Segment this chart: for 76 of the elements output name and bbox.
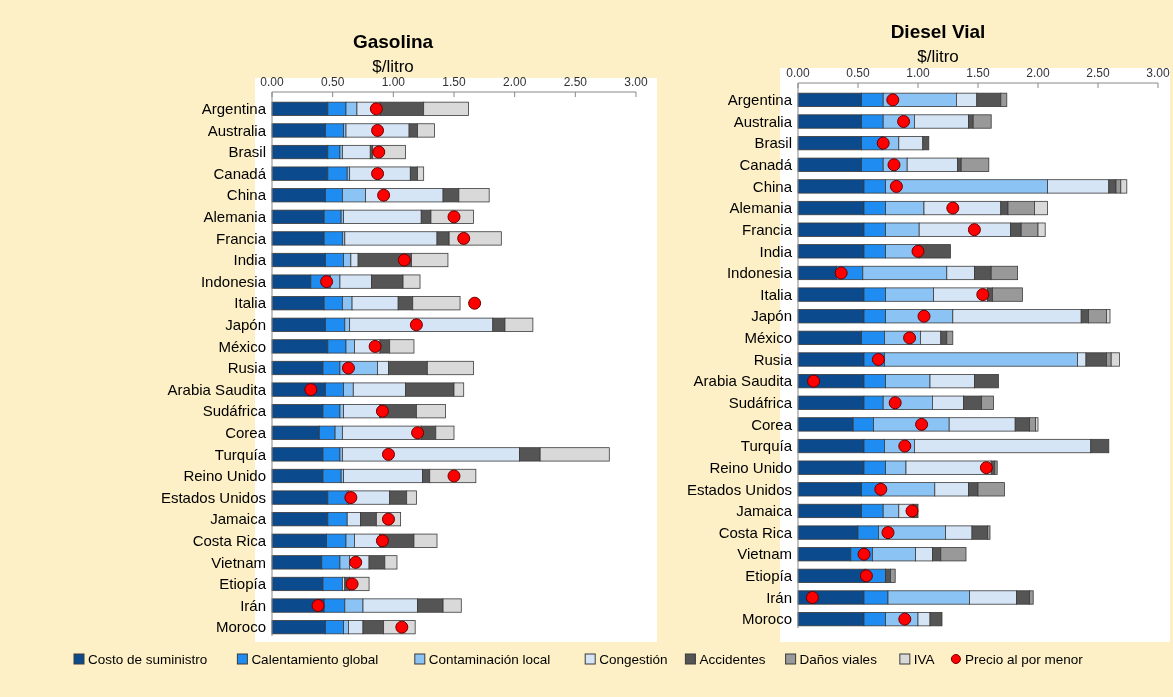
- x-tick-label: 1.00: [906, 66, 930, 80]
- y-tick-label: Canadá: [213, 164, 267, 182]
- y-tick-label: Costa Rica: [718, 523, 793, 541]
- legend-label: Contaminación local: [428, 651, 551, 667]
- y-tick-label: India: [233, 251, 267, 269]
- legend-label: Accidentes: [699, 651, 766, 667]
- chart-subtitle: $/litro: [917, 47, 959, 66]
- x-tick-label: 0.50: [846, 66, 870, 80]
- y-tick-label: Brasil: [228, 143, 266, 161]
- legend-label: Calentamiento global: [251, 651, 379, 667]
- y-tick-label: Brasil: [754, 134, 792, 152]
- y-tick-label: Argentina: [201, 100, 267, 118]
- y-tick-label: Arabia Saudita: [693, 372, 793, 390]
- y-tick-label: Canadá: [739, 156, 793, 174]
- y-tick-label: Corea: [751, 415, 793, 433]
- y-tick-label: Vietnam: [211, 553, 266, 571]
- y-tick-label: Sudáfrica: [728, 394, 793, 412]
- y-tick-label: Indonesia: [726, 264, 793, 282]
- y-tick-label: Australia: [733, 112, 793, 130]
- y-tick-label: Jamaica: [210, 510, 267, 528]
- y-tick-label: Etiopía: [745, 567, 793, 585]
- y-tick-label: Turquía: [214, 445, 267, 463]
- chart-title: Diesel Vial: [890, 21, 986, 42]
- y-tick-label: Arabia Saudita: [167, 380, 267, 398]
- x-tick-label: 3.00: [1146, 66, 1170, 80]
- y-tick-label: China: [752, 177, 793, 195]
- y-tick-label: Rusia: [227, 359, 267, 377]
- x-tick-label: 2.00: [502, 75, 527, 89]
- y-tick-label: Jamaica: [736, 502, 793, 520]
- legend-label: Precio al por menor: [964, 651, 1084, 667]
- legend-label: IVA: [913, 651, 935, 667]
- y-tick-label: Australia: [207, 121, 267, 139]
- y-tick-label: Costa Rica: [192, 532, 267, 550]
- y-tick-label: Argentina: [727, 91, 793, 109]
- y-tick-label: Indonesia: [200, 272, 267, 290]
- y-tick-label: Japón: [751, 307, 792, 325]
- chart-title: Gasolina: [352, 31, 434, 52]
- x-tick-label: 0.00: [260, 75, 284, 89]
- y-tick-label: Moroco: [741, 610, 792, 628]
- y-tick-label: México: [744, 329, 792, 347]
- x-tick-label: 3.00: [624, 75, 648, 89]
- y-tick-label: Estados Unidos: [686, 480, 792, 498]
- x-tick-label: 2.50: [563, 75, 588, 89]
- y-tick-label: India: [759, 242, 793, 260]
- x-tick-label: 0.00: [786, 66, 810, 80]
- y-tick-label: Etiopía: [219, 575, 267, 593]
- y-tick-label: Alemania: [203, 208, 267, 226]
- legend-label: Congestión: [599, 651, 668, 667]
- legend-label: Daños viales: [799, 651, 878, 667]
- y-tick-label: Sudáfrica: [202, 402, 267, 420]
- y-tick-label: Alemania: [729, 199, 793, 217]
- chart-subtitle: $/litro: [372, 57, 414, 76]
- y-tick-label: Moroco: [215, 618, 266, 636]
- y-tick-label: Francia: [741, 220, 793, 238]
- y-tick-label: Reino Unido: [709, 458, 792, 476]
- y-tick-label: Italia: [760, 285, 793, 303]
- x-tick-label: 1.50: [442, 75, 466, 89]
- x-tick-label: 1.50: [966, 66, 990, 80]
- y-tick-label: México: [218, 337, 266, 355]
- y-tick-label: Irán: [240, 596, 266, 614]
- y-tick-label: Italia: [234, 294, 267, 312]
- y-tick-label: China: [226, 186, 267, 204]
- y-tick-label: Vietnam: [737, 545, 792, 563]
- y-tick-label: Rusia: [753, 350, 793, 368]
- y-tick-label: Irán: [766, 588, 792, 606]
- y-tick-label: Francia: [215, 229, 267, 247]
- x-tick-label: 1.00: [381, 75, 406, 89]
- y-tick-label: Reino Unido: [183, 467, 266, 485]
- y-tick-label: Turquía: [740, 437, 793, 455]
- y-tick-label: Estados Unidos: [160, 488, 266, 506]
- x-tick-label: 2.00: [1026, 66, 1050, 80]
- y-tick-label: Corea: [225, 424, 267, 442]
- legend-label: Costo de suministro: [88, 651, 208, 667]
- x-tick-label: 2.50: [1086, 66, 1110, 80]
- y-tick-label: Japón: [225, 316, 266, 334]
- x-tick-label: 0.50: [320, 75, 345, 89]
